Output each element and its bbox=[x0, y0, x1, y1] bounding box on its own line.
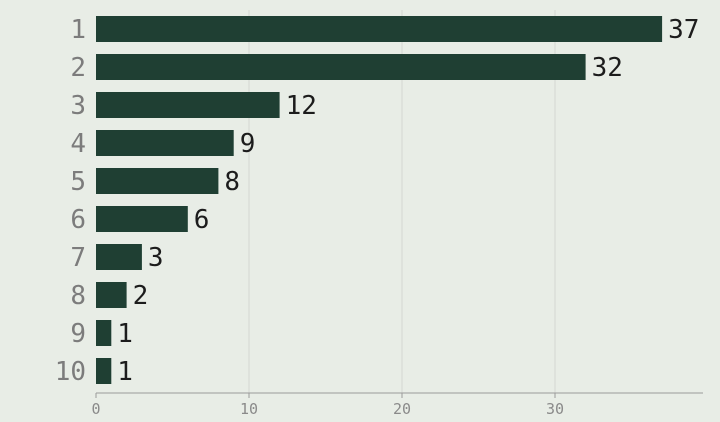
bar-9 bbox=[96, 320, 112, 346]
bar-8 bbox=[96, 282, 127, 308]
bar-5 bbox=[96, 168, 219, 194]
category-label-2: 2 bbox=[70, 53, 86, 83]
category-label-7: 7 bbox=[70, 243, 86, 273]
x-tick-label: 20 bbox=[393, 400, 411, 418]
x-tick-label: 0 bbox=[91, 400, 100, 418]
bar-4 bbox=[96, 130, 234, 156]
category-labels: 1 2 3 4 5 6 7 8 9 10 bbox=[55, 15, 86, 387]
value-label-5: 8 bbox=[224, 167, 240, 197]
value-label-7: 3 bbox=[148, 243, 164, 273]
value-label-2: 32 bbox=[592, 53, 623, 83]
bars bbox=[96, 16, 663, 384]
category-label-6: 6 bbox=[70, 205, 86, 235]
value-label-10: 1 bbox=[117, 357, 133, 387]
x-tick-label: 10 bbox=[240, 400, 258, 418]
bar-1 bbox=[96, 16, 663, 42]
category-label-8: 8 bbox=[70, 281, 86, 311]
category-label-3: 3 bbox=[70, 91, 86, 121]
value-label-6: 6 bbox=[194, 205, 210, 235]
value-label-4: 9 bbox=[240, 129, 256, 159]
category-label-10: 10 bbox=[55, 357, 86, 387]
bar-3 bbox=[96, 92, 280, 118]
bar-6 bbox=[96, 206, 188, 232]
category-label-9: 9 bbox=[70, 319, 86, 349]
x-tick-label: 30 bbox=[546, 400, 564, 418]
x-axis: 0 10 20 30 bbox=[91, 392, 703, 418]
bar-10 bbox=[96, 358, 112, 384]
value-label-9: 1 bbox=[117, 319, 133, 349]
value-label-1: 37 bbox=[668, 15, 699, 45]
category-label-4: 4 bbox=[70, 129, 86, 159]
value-label-3: 12 bbox=[286, 91, 317, 121]
bar-7 bbox=[96, 244, 142, 270]
value-label-8: 2 bbox=[133, 281, 149, 311]
category-label-5: 5 bbox=[70, 167, 86, 197]
bar-2 bbox=[96, 54, 586, 80]
category-label-1: 1 bbox=[70, 15, 86, 45]
